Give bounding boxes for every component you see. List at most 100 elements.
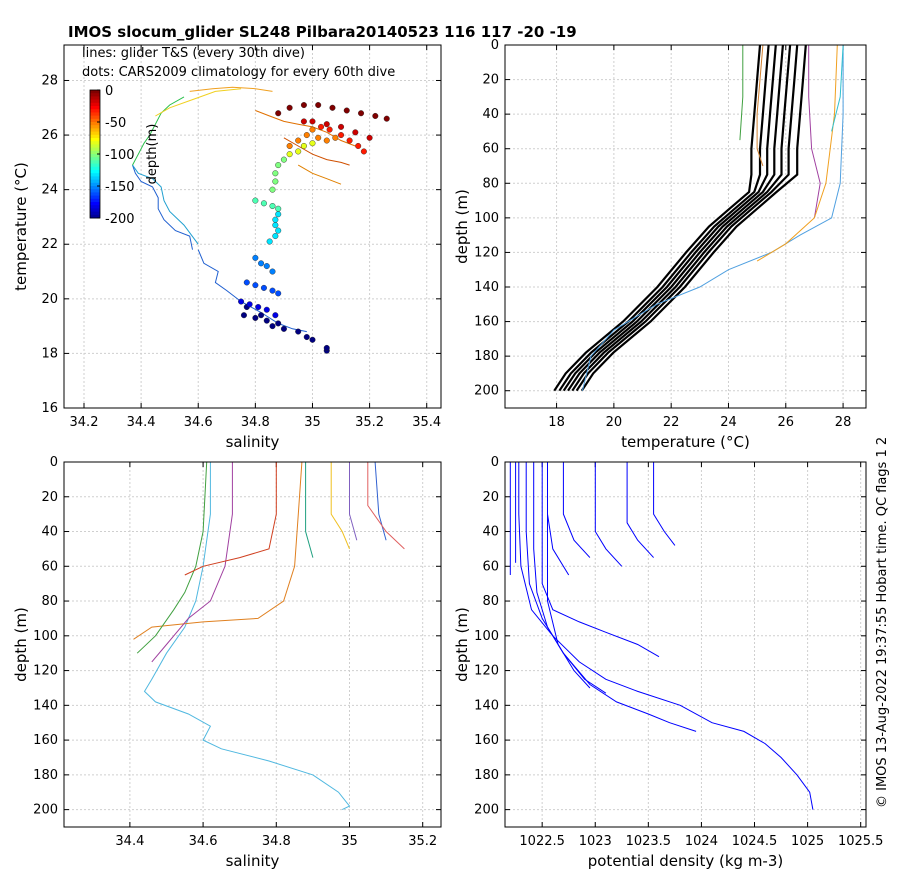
colorbar-segment	[90, 115, 100, 120]
climatology-profile	[553, 44, 762, 392]
profile-line	[533, 462, 607, 694]
y-tick-label: 18	[41, 346, 58, 361]
climatology-dot	[243, 279, 250, 286]
y-tick-label: 80	[482, 594, 499, 609]
x-tick-label: 1025.5	[838, 834, 884, 849]
colorbar-segment	[90, 189, 100, 193]
x-tick-label: 24	[720, 415, 737, 430]
glider-profile	[831, 44, 844, 132]
x-tick-label: 35.2	[355, 415, 384, 430]
climatology-dot	[329, 104, 336, 111]
climatology-dot	[272, 216, 279, 223]
climatology-dot	[338, 123, 345, 130]
colorbar: 0 -50 -100 -150 -200 depth(m)	[89, 84, 160, 227]
x-tick-label: 1025	[791, 834, 824, 849]
y-tick-label: 100	[474, 629, 499, 644]
climatology-dot	[252, 254, 259, 261]
glider-profile	[808, 45, 821, 218]
colorbar-segment	[90, 93, 100, 97]
colorbar-segment	[90, 147, 100, 152]
y-tick-label: 40	[482, 107, 499, 122]
climatology-dot	[272, 178, 279, 185]
x-tick-label: 28	[835, 415, 852, 430]
climatology-dot	[258, 260, 265, 267]
climatology-dot	[303, 334, 310, 341]
x-tick-label: 1022.5	[519, 834, 565, 849]
x-tick-label: 34.6	[184, 415, 213, 430]
y-tick-label: 160	[33, 733, 58, 748]
climatology-dot	[332, 134, 339, 141]
colorbar-segment	[90, 118, 100, 123]
x-tick-label: 1023.5	[626, 834, 672, 849]
climatology-dot	[252, 314, 259, 321]
y-axis-label: depth (m)	[12, 607, 30, 682]
y-tick-label: 60	[482, 142, 499, 157]
x-tick-label: 35	[341, 834, 358, 849]
glider-profile	[756, 44, 838, 262]
x-tick-label: 34.4	[127, 415, 156, 430]
profile-line	[136, 461, 208, 654]
colorbar-segment	[90, 131, 100, 136]
climatology-dot	[300, 142, 307, 149]
climatology-profile	[562, 44, 777, 392]
annotation: lines: glider T&S (every 30th dive)	[82, 46, 305, 61]
climatology-dot	[300, 118, 307, 125]
panels: 34.2 34.4 34.6 34.8 35 35.2 35.4 16 18 20 22 24 26 28…	[12, 38, 883, 870]
profile-line	[305, 462, 314, 558]
glider-ts-line	[155, 88, 242, 117]
colorbar-segment	[90, 99, 100, 104]
axes-frame	[504, 44, 867, 409]
annotation: dots: CARS2009 climatology for every 60t…	[82, 65, 395, 80]
climatology-dot	[286, 104, 293, 111]
colorbar-segment	[90, 96, 100, 101]
climatology-dot	[383, 115, 390, 122]
climatology-dot	[358, 110, 365, 117]
colorbar-segment	[90, 202, 100, 206]
glider-ts-line	[132, 164, 199, 245]
y-tick-label: 200	[474, 384, 499, 399]
colorbar-segment	[90, 198, 100, 203]
x-tick-label: 1024.5	[732, 834, 778, 849]
colorbar-tick-label: -150	[105, 180, 135, 195]
y-tick-label: 22	[41, 237, 58, 252]
y-tick-label: 20	[41, 490, 58, 505]
glider-ts-line	[255, 110, 356, 147]
colorbar-segment	[90, 163, 100, 168]
colorbar-segment	[90, 90, 100, 94]
profile-line	[143, 462, 351, 811]
y-tick-label: 40	[482, 525, 499, 540]
colorbar-segment	[90, 109, 100, 113]
panel-depth-vs-potential-density: 1022.5 1023 1023.5 1024 1024.5 1025 1025.5 0 20 4…	[453, 455, 883, 870]
panel-depth-vs-salinity: 34.4 34.6 34.8 35 35.2 0 20 40 60 80 100 120 140 160 1…	[12, 455, 442, 870]
colorbar-segment	[90, 176, 100, 181]
colorbar-segment	[90, 195, 100, 200]
colorbar-segment	[90, 160, 100, 165]
profile-line	[547, 462, 570, 576]
axes-frame	[63, 461, 442, 828]
climatology-dot	[269, 323, 276, 330]
climatology-dot	[295, 148, 302, 155]
colorbar-segment	[90, 182, 100, 187]
x-tick-label: 34.4	[115, 834, 144, 849]
colorbar-segment	[90, 138, 100, 142]
profile-line	[367, 462, 405, 550]
y-tick-label: 120	[474, 245, 499, 260]
figure-title: IMOS slocum_glider SL248 Pilbara20140523…	[68, 23, 577, 41]
axes-frame	[504, 461, 867, 828]
climatology-dot	[269, 268, 276, 275]
profile-line	[594, 462, 623, 567]
climatology-profile	[571, 44, 792, 392]
climatology-dot	[315, 134, 322, 141]
colorbar-segment	[90, 173, 100, 177]
climatology-dot	[255, 304, 262, 311]
y-tick-label: 26	[41, 128, 58, 143]
climatology-dot	[260, 200, 267, 207]
x-tick-label: 35	[304, 415, 321, 430]
climatology-dot	[360, 148, 367, 155]
climatology-dot	[355, 142, 362, 149]
climatology-profile	[567, 44, 784, 392]
y-tick-label: 100	[33, 629, 58, 644]
colorbar-segment	[90, 102, 100, 107]
y-axis-label: depth (m)	[453, 189, 471, 264]
climatology-dot	[269, 203, 276, 210]
